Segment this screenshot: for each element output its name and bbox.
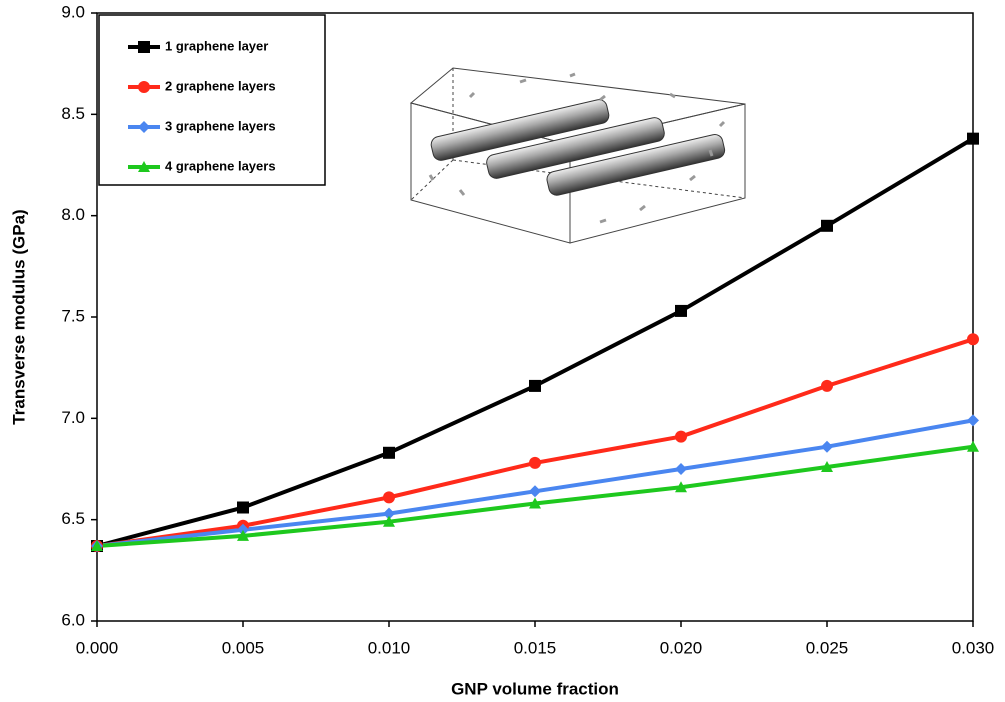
- y-tick-label: 6.0: [61, 610, 85, 629]
- marker: [383, 446, 395, 459]
- marker: [675, 430, 687, 443]
- marker: [237, 529, 249, 541]
- marker: [529, 485, 541, 498]
- inset-illustration: [409, 67, 746, 244]
- legend-label: 1 graphene layer: [165, 38, 268, 53]
- marker: [237, 523, 249, 536]
- marker: [529, 456, 541, 469]
- y-tick-label: 6.5: [61, 509, 85, 528]
- legend-box: [98, 14, 326, 186]
- marker: [138, 41, 150, 53]
- legend-label: 3 graphene layers: [165, 118, 276, 133]
- marker: [821, 440, 833, 453]
- x-tick-label: 0.020: [660, 638, 703, 657]
- marker: [967, 333, 979, 346]
- marker: [967, 414, 979, 427]
- marker: [967, 132, 979, 145]
- y-tick-label: 7.0: [61, 408, 85, 427]
- marker: [138, 161, 150, 172]
- y-axis-label: Transverse modulus (GPa): [9, 209, 28, 424]
- marker: [675, 304, 687, 317]
- marker: [383, 507, 395, 520]
- legend: [98, 14, 326, 186]
- y-tick-label: 8.5: [61, 104, 85, 123]
- x-tick-label: 0.010: [368, 638, 411, 657]
- marker: [967, 440, 979, 452]
- y-tick-label: 7.5: [61, 306, 85, 325]
- x-tick-label: 0.015: [514, 638, 557, 657]
- marker: [383, 491, 395, 504]
- x-tick-label: 0.030: [952, 638, 995, 657]
- marker: [237, 501, 249, 514]
- series-line: [96, 136, 975, 548]
- marker: [821, 379, 833, 392]
- marker: [821, 460, 833, 472]
- marker: [529, 379, 541, 392]
- x-tick-label: 0.000: [76, 638, 119, 657]
- marker: [383, 515, 395, 527]
- marker: [529, 497, 541, 509]
- x-tick-label: 0.005: [222, 638, 265, 657]
- y-tick-label: 8.0: [61, 205, 85, 224]
- legend-label: 4 graphene layers: [165, 158, 276, 173]
- marker: [675, 481, 687, 493]
- marker: [821, 219, 833, 232]
- y-tick-label: 9.0: [61, 2, 85, 21]
- marker: [675, 463, 687, 475]
- marker: [138, 121, 150, 133]
- legend-label: 2 graphene layers: [165, 78, 276, 93]
- x-axis-label: GNP volume fraction: [451, 679, 619, 698]
- marker: [138, 81, 150, 93]
- x-tick-label: 0.025: [806, 638, 849, 657]
- marker: [91, 540, 103, 552]
